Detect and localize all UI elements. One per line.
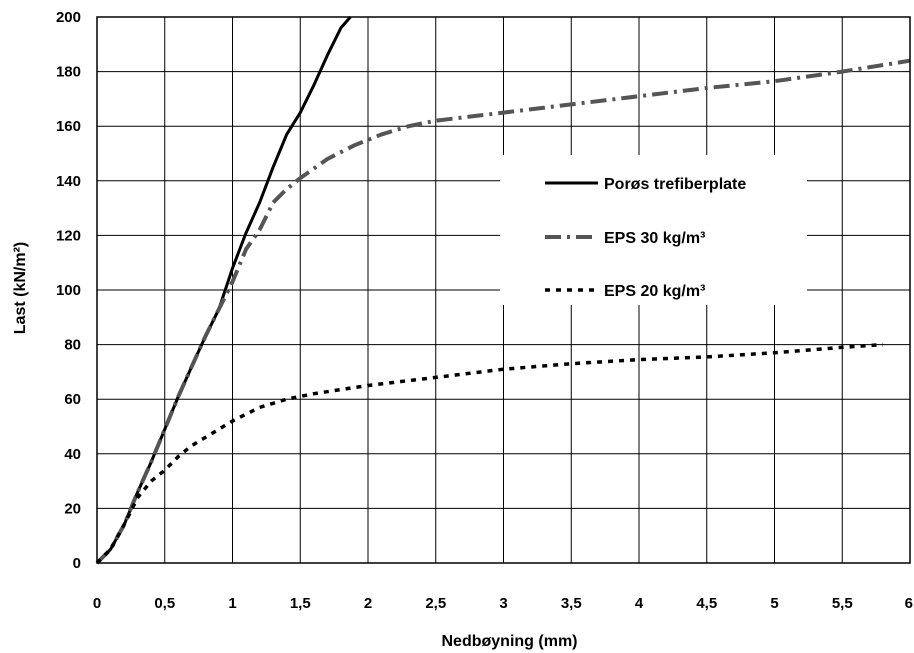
x-tick-label: 2,5 [425, 595, 446, 612]
y-tick-label: 200 [56, 9, 81, 26]
series-lines [95, 16, 911, 565]
x-tick-label: 1,5 [290, 595, 311, 612]
y-tick-label: 140 [56, 173, 81, 190]
y-tick-label: 60 [64, 391, 81, 408]
x-tick-label: 3,5 [561, 595, 582, 612]
y-axis-title: Last (kN/m²) [12, 242, 29, 334]
x-tick-label: 5,5 [832, 595, 853, 612]
x-tick-label: 6 [905, 595, 913, 612]
x-tick-label: 0 [93, 595, 101, 612]
y-tick-label: 80 [64, 337, 81, 354]
y-tick-label: 160 [56, 118, 81, 135]
y-tick-label: 0 [73, 555, 81, 572]
legend-label: Porøs trefiberplate [604, 176, 746, 193]
plot-frame [96, 16, 911, 564]
legend: Porøs trefiberplate EPS 30 kg/m³ EPS 20 kg… [545, 176, 746, 300]
x-tick-label: 2 [364, 595, 372, 612]
series-line [95, 342, 884, 565]
legend-box [500, 155, 807, 305]
series-line [95, 58, 911, 565]
series-line [95, 16, 352, 565]
x-tick-label: 0,5 [154, 595, 175, 612]
x-tick-label: 3 [499, 595, 507, 612]
y-tick-label: 20 [64, 500, 81, 517]
y-tick-label: 120 [56, 227, 81, 244]
legend-label: EPS 20 kg/m³ [604, 283, 705, 300]
x-tick-label: 4,5 [696, 595, 717, 612]
y-tick-label: 100 [56, 282, 81, 299]
x-axis-title: Nedbøyning (mm) [442, 633, 578, 650]
tick-labels: 0 0,5 1 1,5 2 2,5 3 3,5 4 4,5 5 5,5 6020406080100120… [56, 9, 913, 612]
legend-label: EPS 30 kg/m³ [604, 230, 705, 247]
x-tick-label: 4 [635, 595, 644, 612]
y-tick-label: 180 [56, 64, 81, 81]
x-tick-label: 1 [228, 595, 236, 612]
y-tick-label: 40 [64, 446, 81, 463]
x-tick-label: 5 [770, 595, 778, 612]
